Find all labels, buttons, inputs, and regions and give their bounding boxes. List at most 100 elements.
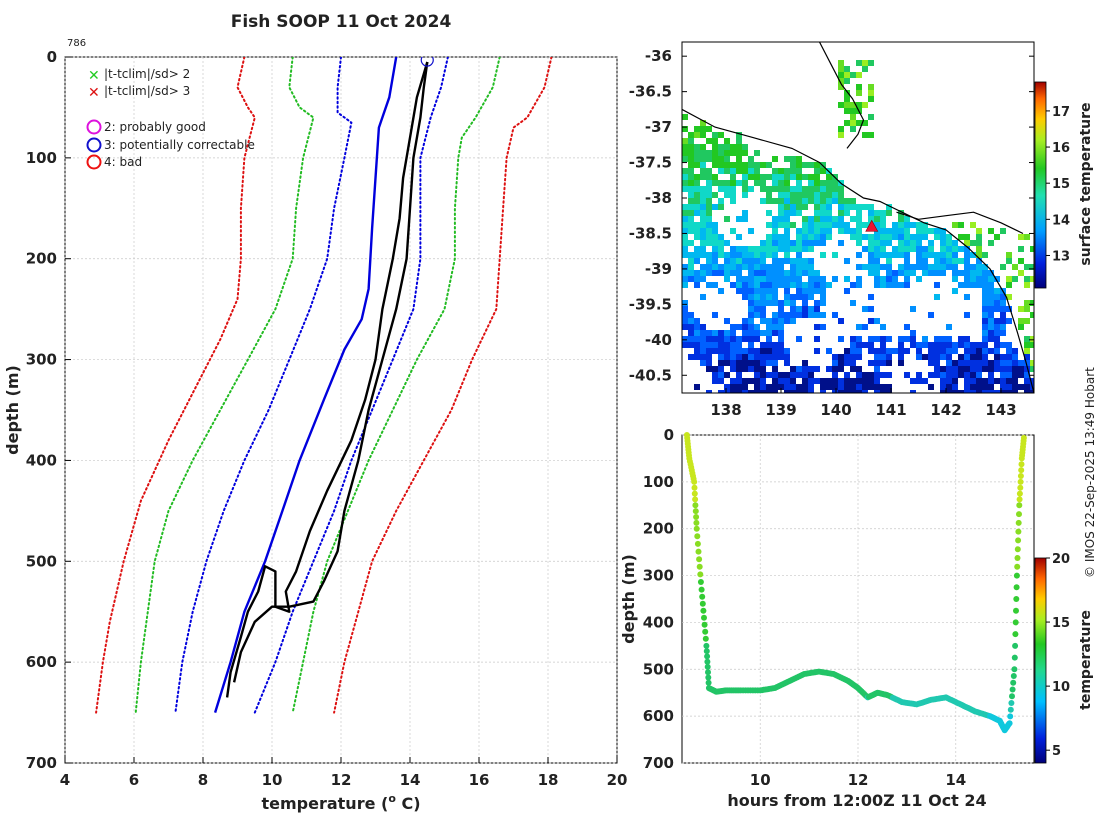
map-sst-pixel [808,312,814,318]
map-sst-pixel [688,150,694,156]
map-x-tick-label: 139 [765,401,796,419]
map-sst-pixel [796,372,802,378]
map-sst-pixel [772,312,778,318]
map-sst-pixel [778,336,784,342]
map-sst-pixel [790,198,796,204]
map-sst-pixel [682,234,688,240]
map-sst-pixel [796,210,802,216]
map-sst-pixel [964,378,970,384]
map-sst-pixel [916,348,922,354]
map-sst-pixel [1030,390,1034,393]
track-points [683,432,1027,734]
map-sst-pixel [856,282,862,288]
map-sst-pixel [748,282,754,288]
map-sst-pixel [856,336,862,342]
map-sst-pixel [862,234,868,240]
map-sst-pixel [754,282,760,288]
map-sst-pixel [832,372,838,378]
map-sst-pixel [766,384,772,390]
track-point [695,548,702,555]
map-sst-pixel [730,342,736,348]
map-sst-pixel [766,330,772,336]
temperature-colorbar-tick-label: 20 [1052,552,1070,567]
map-sst-pixel [688,216,694,222]
map-sst-pixel [898,360,904,366]
map-sst-pixel [814,234,820,240]
map-sst-pixel [904,264,910,270]
map-sst-pixel [724,360,730,366]
map-sst-pixel [718,198,724,204]
map-sst-pixel [760,372,766,378]
map-sst-pixel [694,192,700,198]
track-point [704,658,711,665]
map-sst-pixel [778,216,784,222]
map-sst-pixel [892,246,898,252]
map-sst-pixel [826,384,832,390]
track-y-tick-label: 100 [643,473,674,491]
map-sst-pixel [754,312,760,318]
map-sst-pixel [904,258,910,264]
map-sst-pixel [802,174,808,180]
map-sst-pixel [730,144,736,150]
track-point [697,571,704,578]
map-y-tick-label: -38.5 [629,224,672,242]
map-sst-pixel [910,378,916,384]
map-sst-pixel [892,234,898,240]
map-sst-pixel [820,210,826,216]
map-sst-pixel [802,162,808,168]
map-sst-pixel [982,288,988,294]
map-sst-pixel [916,342,922,348]
map-sst-pixel [706,228,712,234]
profile-y-tick-label: 400 [26,451,57,469]
map-sst-pixel [706,192,712,198]
map-sst-pixel [742,318,748,324]
map-sst-pixel [808,282,814,288]
map-sst-pixel [682,126,688,132]
map-sst-pixel [784,156,790,162]
map-sst-pixel [766,282,772,288]
map-sst-pixel [790,156,796,162]
map-sst-pixel [838,228,844,234]
map-sst-pixel [910,234,916,240]
map-sst-pixel [802,288,808,294]
map-sst-pixel [808,366,814,372]
map-sst-pixel [976,348,982,354]
map-sst-pixel [700,198,706,204]
map-sst-pixel [814,222,820,228]
map-sst-pixel [946,366,952,372]
map-sst-pixel [706,138,712,144]
map-sst-pixel [1018,366,1024,372]
map-sst-pixel [694,222,700,228]
map-sst-pixel [688,258,694,264]
map-sst-pixel [976,390,982,393]
map-sst-pixel [706,258,712,264]
map-sst-pixel [976,372,982,378]
map-sst-pixel [1012,384,1018,390]
map-sst-pixel [754,324,760,330]
map-sst-pixel [982,348,988,354]
map-sst-pixel [688,186,694,192]
map-sst-pixel [1000,318,1006,324]
map-sst-pixel [730,258,736,264]
map-sst-pixel [712,138,718,144]
map-sst-pixel [934,270,940,276]
map-sst-pixel [772,216,778,222]
map-sst-pixel [898,240,904,246]
temperature-colorbar [1034,557,1047,764]
map-sst-pixel [760,240,766,246]
map-sst-pixel [706,210,712,216]
map-sst-pixel [898,246,904,252]
map-sst-pixel [874,240,880,246]
legend-item-flag3: 3: potentially correctable [86,137,255,153]
track-point [1018,467,1025,474]
map-sst-pixel [952,384,958,390]
map-sst-pixel [868,96,874,102]
map-sst-pixel [1000,324,1006,330]
map-sst-pixel [790,192,796,198]
map-sst-pixel [1000,294,1006,300]
map-sst-pixel [832,216,838,222]
map-sst-pixel [766,210,772,216]
map-sst-pixel [1030,366,1034,372]
map-sst-pixel [1000,372,1006,378]
